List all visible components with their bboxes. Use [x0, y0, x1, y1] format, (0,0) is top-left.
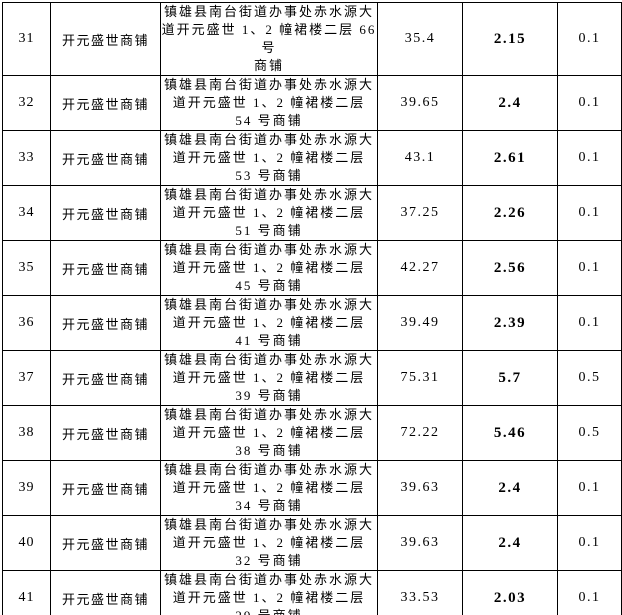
value-a-cell: 39.49: [377, 295, 463, 351]
shop-name-cell: 开元盛世商铺: [50, 350, 161, 406]
shop-name-cell: 开元盛世商铺: [50, 515, 161, 571]
row-number-cell: 35: [2, 240, 51, 296]
value-c-cell: 0.5: [557, 405, 622, 461]
table-row: 38 开元盛世商铺 镇雄县南台街道办事处赤水源大 道开元盛世 1、2 幢裙楼二层…: [2, 405, 622, 461]
address-cell: 镇雄县南台街道办事处赤水源大 道开元盛世 1、2 幢裙楼二层 32 号商铺: [160, 515, 378, 571]
address-cell: 镇雄县南台街道办事处赤水源大 道开元盛世 1、2 幢裙楼二层 38 号商铺: [160, 405, 378, 461]
row-number-cell: 34: [2, 185, 51, 241]
value-b-red-cell: 2.26: [462, 185, 558, 241]
value-c-cell: 0.1: [557, 240, 622, 296]
shop-name-cell: 开元盛世商铺: [50, 240, 161, 296]
value-c-cell: 0.1: [557, 75, 622, 131]
address-cell: 镇雄县南台街道办事处赤水源大 道开元盛世 1、2 幢裙楼二层 54 号商铺: [160, 75, 378, 131]
value-b-red-cell: 2.4: [462, 515, 558, 571]
row-number-cell: 37: [2, 350, 51, 406]
value-c-cell: 0.1: [557, 515, 622, 571]
shop-name-cell: 开元盛世商铺: [50, 185, 161, 241]
address-cell: 镇雄县南台街道办事处赤水源大 道开元盛世 1、2 幢裙楼二层 34 号商铺: [160, 460, 378, 516]
row-number-cell: 39: [2, 460, 51, 516]
shop-name-cell: 开元盛世商铺: [50, 2, 161, 76]
value-b-red-cell: 2.56: [462, 240, 558, 296]
table-row: 31 开元盛世商铺 镇雄县南台街道办事处赤水源大 道开元盛世 1、2 幢裙楼二层…: [2, 2, 622, 76]
value-c-cell: 0.1: [557, 2, 622, 76]
address-cell: 镇雄县南台街道办事处赤水源大 道开元盛世 1、2 幢裙楼二层 41 号商铺: [160, 295, 378, 351]
value-b-red-cell: 5.7: [462, 350, 558, 406]
value-a-cell: 33.53: [377, 570, 463, 615]
shop-name-cell: 开元盛世商铺: [50, 75, 161, 131]
row-number-cell: 36: [2, 295, 51, 351]
value-c-cell: 0.5: [557, 350, 622, 406]
table-row: 41 开元盛世商铺 镇雄县南台街道办事处赤水源大 道开元盛世 1、2 幢裙楼二层…: [2, 570, 622, 615]
address-cell: 镇雄县南台街道办事处赤水源大 道开元盛世 1、2 幢裙楼二层 29 号商铺: [160, 570, 378, 615]
value-c-cell: 0.1: [557, 130, 622, 186]
value-c-cell: 0.1: [557, 460, 622, 516]
table-row: 33 开元盛世商铺 镇雄县南台街道办事处赤水源大 道开元盛世 1、2 幢裙楼二层…: [2, 130, 622, 186]
address-cell: 镇雄县南台街道办事处赤水源大 道开元盛世 1、2 幢裙楼二层 51 号商铺: [160, 185, 378, 241]
table-row: 34 开元盛世商铺 镇雄县南台街道办事处赤水源大 道开元盛世 1、2 幢裙楼二层…: [2, 185, 622, 241]
row-number-cell: 31: [2, 2, 51, 76]
value-a-cell: 37.25: [377, 185, 463, 241]
address-cell: 镇雄县南台街道办事处赤水源大 道开元盛世 1、2 幢裙楼二层 45 号商铺: [160, 240, 378, 296]
table-row: 32 开元盛世商铺 镇雄县南台街道办事处赤水源大 道开元盛世 1、2 幢裙楼二层…: [2, 75, 622, 131]
address-cell: 镇雄县南台街道办事处赤水源大 道开元盛世 1、2 幢裙楼二层 39 号商铺: [160, 350, 378, 406]
shop-name-cell: 开元盛世商铺: [50, 460, 161, 516]
value-c-cell: 0.1: [557, 570, 622, 615]
table-row: 40 开元盛世商铺 镇雄县南台街道办事处赤水源大 道开元盛世 1、2 幢裙楼二层…: [2, 515, 622, 571]
address-cell: 镇雄县南台街道办事处赤水源大 道开元盛世 1、2 幢裙楼二层 53 号商铺: [160, 130, 378, 186]
value-b-red-cell: 5.46: [462, 405, 558, 461]
row-number-cell: 40: [2, 515, 51, 571]
value-b-red-cell: 2.61: [462, 130, 558, 186]
value-b-red-cell: 2.15: [462, 2, 558, 76]
value-c-cell: 0.1: [557, 185, 622, 241]
row-number-cell: 33: [2, 130, 51, 186]
table-row: 39 开元盛世商铺 镇雄县南台街道办事处赤水源大 道开元盛世 1、2 幢裙楼二层…: [2, 460, 622, 516]
value-a-cell: 75.31: [377, 350, 463, 406]
value-a-cell: 42.27: [377, 240, 463, 296]
value-a-cell: 39.65: [377, 75, 463, 131]
value-b-red-cell: 2.39: [462, 295, 558, 351]
value-a-cell: 43.1: [377, 130, 463, 186]
value-a-cell: 35.4: [377, 2, 463, 76]
shop-name-cell: 开元盛世商铺: [50, 570, 161, 615]
value-a-cell: 39.63: [377, 460, 463, 516]
value-b-red-cell: 2.03: [462, 570, 558, 615]
value-b-red-cell: 2.4: [462, 75, 558, 131]
table-row: 36 开元盛世商铺 镇雄县南台街道办事处赤水源大 道开元盛世 1、2 幢裙楼二层…: [2, 295, 622, 351]
row-number-cell: 41: [2, 570, 51, 615]
value-a-cell: 39.63: [377, 515, 463, 571]
shop-name-cell: 开元盛世商铺: [50, 405, 161, 461]
shop-name-cell: 开元盛世商铺: [50, 130, 161, 186]
table-row: 35 开元盛世商铺 镇雄县南台街道办事处赤水源大 道开元盛世 1、2 幢裙楼二层…: [2, 240, 622, 296]
row-number-cell: 32: [2, 75, 51, 131]
value-a-cell: 72.22: [377, 405, 463, 461]
value-c-cell: 0.1: [557, 295, 622, 351]
shop-name-cell: 开元盛世商铺: [50, 295, 161, 351]
table-row: 37 开元盛世商铺 镇雄县南台街道办事处赤水源大 道开元盛世 1、2 幢裙楼二层…: [2, 350, 622, 406]
row-number-cell: 38: [2, 405, 51, 461]
value-b-red-cell: 2.4: [462, 460, 558, 516]
address-cell: 镇雄县南台街道办事处赤水源大 道开元盛世 1、2 幢裙楼二层 66 号 商铺: [160, 2, 378, 76]
